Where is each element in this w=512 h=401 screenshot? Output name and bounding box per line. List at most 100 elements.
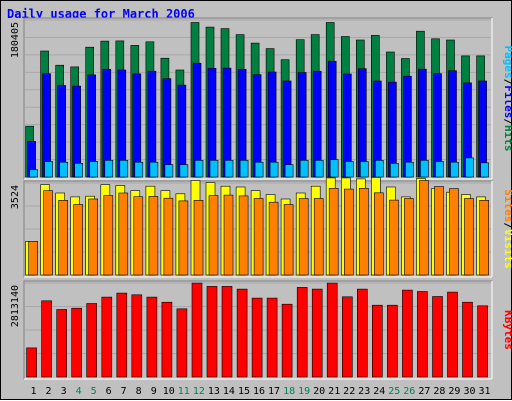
legend-entry: /	[502, 222, 512, 229]
bar-pages-day-13	[209, 160, 219, 178]
bar-files-day-26	[403, 75, 412, 178]
bar-pages-day-11	[179, 164, 189, 178]
bar-kbytes-day-20	[311, 288, 323, 378]
bar-pages-day-16	[254, 161, 264, 178]
x-tick-label-day-27: 27	[418, 386, 430, 397]
bar-pages-day-25	[390, 163, 399, 178]
bar-kbytes-day-11	[176, 308, 188, 378]
bar-sites-day-16	[253, 198, 264, 276]
bar-kbytes-day-14	[221, 286, 233, 378]
bar-sites-day-22	[343, 188, 354, 276]
bar-kbytes-day-30	[462, 301, 473, 378]
legend-entry: /	[502, 118, 512, 125]
x-tick-label-day-6: 6	[106, 386, 112, 397]
bar-kbytes-day-3	[56, 309, 68, 378]
bar-kbytes-day-31	[477, 305, 488, 378]
bar-pages-day-17	[269, 161, 279, 178]
legend-entry: Visits	[502, 229, 512, 269]
x-tick-label-day-3: 3	[61, 386, 67, 397]
x-tick-label-day-9: 9	[151, 386, 157, 397]
bar-sites-day-29	[449, 188, 459, 276]
x-tick-label-day-14: 14	[223, 386, 235, 397]
bar-sites-day-14	[223, 194, 234, 276]
bar-pages-day-10	[164, 164, 174, 178]
bar-files-day-17	[267, 71, 277, 178]
bar-kbytes-day-1	[26, 347, 37, 378]
x-tick-label-day-8: 8	[136, 386, 142, 397]
bar-sites-day-7	[118, 192, 129, 276]
bar-pages-day-7	[119, 160, 129, 178]
panel-visits: 3524 Sites/Visits	[10, 177, 512, 278]
bar-pages-day-20	[314, 160, 324, 178]
bar-pages-day-23	[359, 161, 369, 178]
bar-sites-day-10	[163, 197, 174, 276]
bar-kbytes-day-2	[41, 300, 52, 378]
y-max-label: 3524	[10, 185, 21, 209]
x-tick-label-day-18: 18	[283, 386, 295, 397]
bar-kbytes-day-9	[146, 296, 158, 378]
bar-sites-day-6	[103, 195, 114, 276]
bar-pages-day-22	[344, 161, 354, 178]
bar-kbytes-day-6	[101, 296, 113, 378]
y-max-label: 2813140	[10, 285, 21, 327]
bar-kbytes-day-15	[236, 288, 248, 378]
legend-entry: Pages	[502, 46, 512, 79]
bar-sites-day-19	[298, 198, 309, 276]
panel-kbytes: 2813140 KBytes	[10, 280, 512, 380]
bar-sites-day-18	[283, 204, 294, 276]
bar-sites-day-27	[419, 180, 429, 276]
bar-kbytes-day-22	[341, 296, 353, 378]
bar-kbytes-day-27	[417, 291, 428, 378]
bar-pages-day-8	[134, 161, 144, 178]
legend-entry: /	[502, 79, 512, 86]
bar-pages-day-30	[465, 157, 474, 178]
bar-kbytes-day-25	[387, 304, 398, 378]
bar-sites-day-5	[88, 198, 98, 276]
bar-sites-day-4	[73, 204, 83, 276]
bar-files-day-25	[388, 81, 397, 178]
bar-pages-day-29	[450, 161, 459, 178]
bar-sites-day-11	[178, 200, 189, 276]
bar-sites-day-23	[358, 188, 369, 276]
bar-files-day-29	[448, 70, 457, 178]
bar-pages-day-2	[44, 161, 53, 178]
x-tick-label-day-16: 16	[253, 386, 265, 397]
bar-kbytes-day-4	[71, 307, 82, 378]
x-tick-label-day-19: 19	[298, 386, 310, 397]
x-tick-label-day-21: 21	[328, 386, 340, 397]
bar-files-day-9	[147, 70, 157, 178]
bar-files-day-8	[132, 73, 142, 178]
bar-sites-day-13	[208, 195, 219, 276]
bar-pages-day-27	[420, 160, 429, 178]
bar-kbytes-day-5	[86, 303, 97, 378]
bar-kbytes-day-18	[281, 303, 293, 378]
bar-kbytes-day-17	[266, 297, 278, 378]
bar-sites-day-9	[148, 196, 159, 276]
bar-kbytes-day-8	[131, 294, 143, 378]
bar-pages-day-12	[194, 160, 204, 178]
x-tick-label-day-29: 29	[448, 386, 460, 397]
bar-pages-day-3	[59, 161, 69, 178]
bar-sites-day-28	[434, 186, 444, 276]
bar-pages-day-26	[405, 161, 414, 178]
legend-hits: Pages/Files/Hits	[502, 46, 512, 152]
bar-pages-day-28	[435, 161, 444, 178]
bar-pages-day-4	[74, 163, 83, 178]
bar-pages-day-19	[299, 160, 309, 178]
x-tick-label-day-4: 4	[76, 386, 82, 397]
bar-pages-day-1	[29, 169, 38, 178]
bar-pages-day-9	[149, 161, 159, 178]
x-tick-labels: 1 2 3 4 5 6 7 8 9 10 11 12 13 14 15 16 17 18 19 20 21 22 23 24 2…	[30, 386, 490, 397]
bar-pages-day-6	[104, 160, 114, 178]
bar-pages-day-24	[374, 160, 384, 178]
x-tick-label-day-1: 1	[30, 386, 36, 397]
bar-sites-day-20	[313, 198, 324, 276]
x-tick-label-day-17: 17	[268, 386, 280, 397]
bar-sites-day-1	[28, 241, 38, 276]
bar-files-day-10	[162, 78, 172, 178]
bar-sites-day-30	[464, 198, 474, 276]
legend-entry: Files	[502, 85, 512, 118]
bar-kbytes-day-16	[251, 297, 263, 378]
